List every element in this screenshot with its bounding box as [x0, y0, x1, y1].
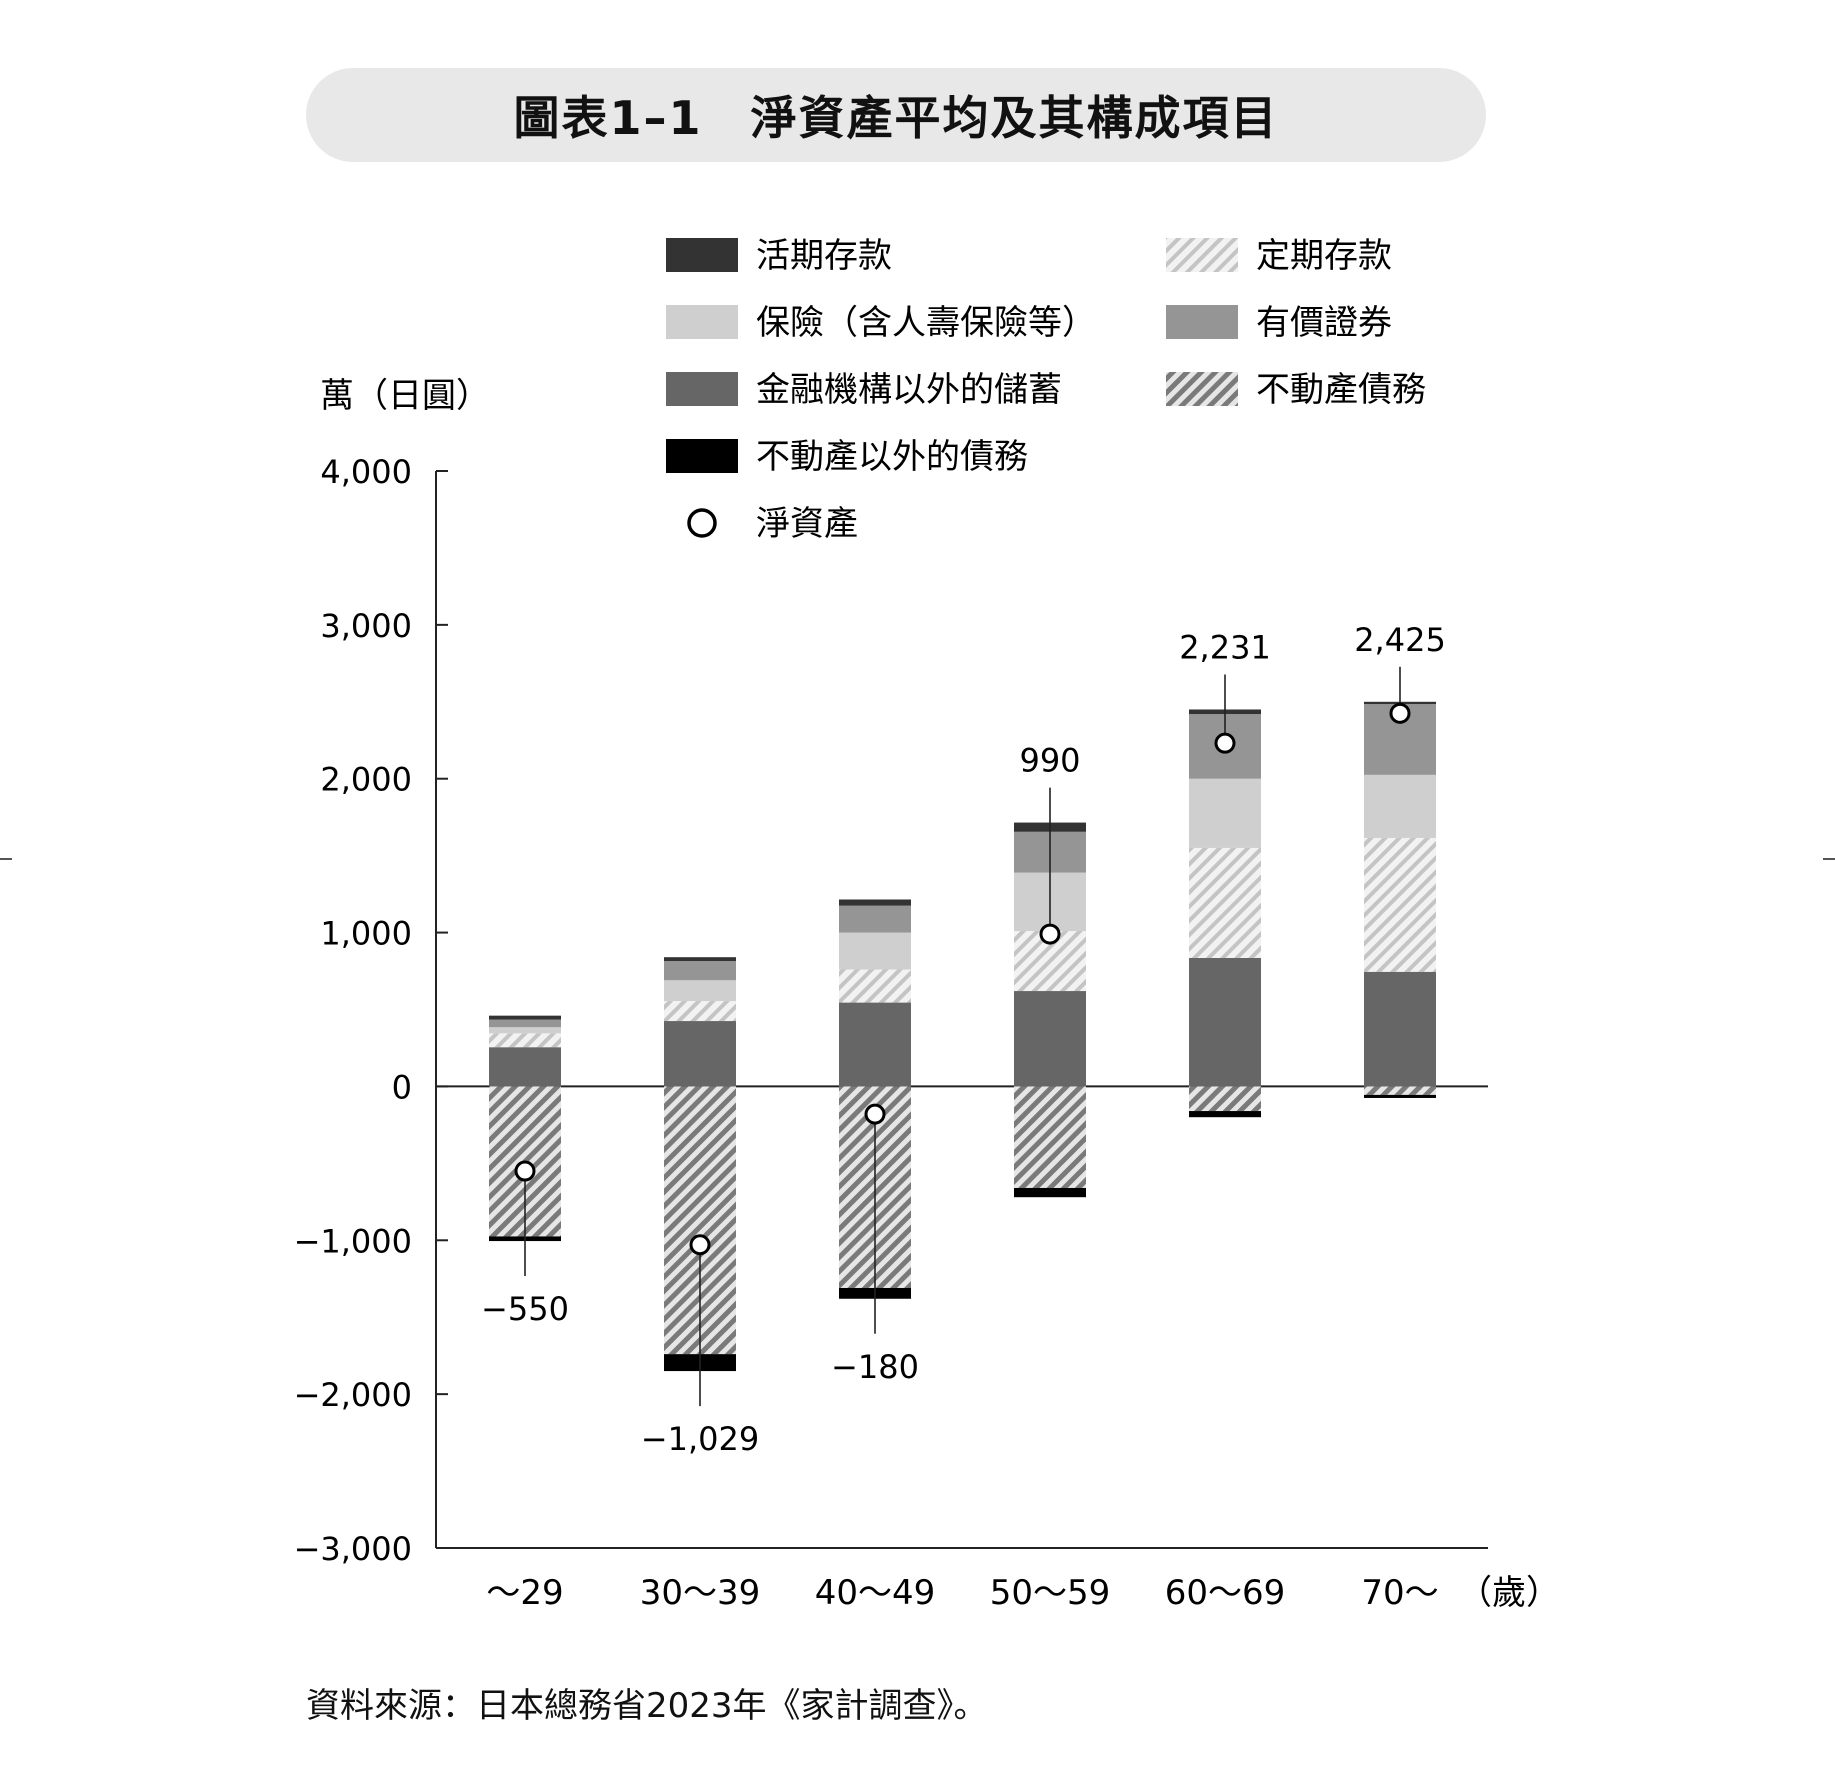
legend-swatch-insurance: [666, 305, 738, 339]
legend-label-insurance: 保險（含人壽保險等）: [756, 303, 1096, 343]
x-tick-label: 60〜69: [1165, 1573, 1286, 1613]
bar-segment-insurance: [664, 980, 736, 1002]
legend-label-securities: 有價證券: [1256, 303, 1392, 343]
legend-swatch-time_deposits: [1166, 238, 1238, 272]
bar-segment-time_deposits: [664, 1001, 736, 1022]
bar-segment-time_deposits: [1189, 847, 1261, 958]
bar-segment-real_estate_debt: [1364, 1086, 1436, 1095]
y-axis-label: 萬（日圓）: [320, 376, 490, 416]
bar-segment-demand_deposits: [839, 899, 911, 906]
right-crop-mark: [1823, 858, 1835, 860]
left-crop-mark: [0, 858, 12, 860]
legend-label-real_estate_debt: 不動產債務: [1256, 370, 1426, 410]
x-tick-label: 40〜49: [815, 1573, 936, 1613]
legend-label-other_savings: 金融機構以外的儲蓄: [756, 370, 1062, 410]
bar-segment-other_savings: [1189, 957, 1261, 1087]
bars: [489, 701, 1436, 1372]
net-asset-point: [1389, 702, 1411, 724]
net-asset-value-label: −1,029: [641, 1420, 759, 1458]
bar-segment-time_deposits: [489, 1033, 561, 1048]
x-axis-unit-label: （歲）: [1458, 1573, 1560, 1613]
net-asset-value-label: 2,231: [1179, 628, 1271, 666]
bar-segment-time_deposits: [1364, 837, 1436, 972]
bar-segment-other_debt: [1189, 1111, 1261, 1118]
chart-title: 圖表1–1 淨資產平均及其構成項目: [513, 91, 1279, 145]
net-asset-value-label: −180: [831, 1348, 919, 1386]
bar-segment-insurance: [839, 932, 911, 970]
net-asset-point: [864, 1103, 886, 1125]
y-tick-label: −2,000: [294, 1376, 412, 1414]
x-tick-label: 70〜: [1361, 1573, 1438, 1613]
net-asset-markers: −550 −1,029 −180 990 2,231 2,425: [481, 621, 1446, 1458]
bar-segment-other_debt: [1014, 1187, 1086, 1198]
bar-segment-time_deposits: [839, 969, 911, 1003]
source-note: 資料來源：日本總務省2023年《家計調查》。: [306, 1686, 988, 1726]
legend-swatch-securities: [1166, 305, 1238, 339]
bar-segment-other_savings: [1364, 971, 1436, 1087]
bar-segment-other_savings: [839, 1002, 911, 1087]
legend-label-time_deposits: 定期存款: [1256, 236, 1392, 276]
net-asset-value-label: 2,425: [1354, 621, 1446, 659]
net-asset-point: [1039, 923, 1061, 945]
legend-label-net-assets: 淨資產: [756, 504, 858, 544]
bar-segment-insurance: [1364, 774, 1436, 838]
y-tick-label: 0: [392, 1068, 412, 1106]
bar-segment-other_savings: [1014, 991, 1086, 1087]
y-tick-label: 4,000: [320, 453, 412, 491]
bar-segment-demand_deposits: [489, 1015, 561, 1020]
net-asset-value-label: 990: [1019, 742, 1080, 780]
chart-title-banner: 圖表1–1 淨資產平均及其構成項目: [306, 68, 1486, 162]
bar-segment-insurance: [489, 1027, 561, 1034]
net-asset-point: [1214, 732, 1236, 754]
y-tick-label: 2,000: [320, 761, 412, 799]
bar-segment-other_debt: [1364, 1094, 1436, 1098]
legend-swatch-other_savings: [666, 372, 738, 406]
y-tick-label: −3,000: [294, 1530, 412, 1568]
net-asset-point: [689, 1234, 711, 1256]
x-tick-label: 〜29: [486, 1573, 563, 1613]
y-tick-label: 3,000: [320, 607, 412, 645]
net-asset-point: [514, 1160, 536, 1182]
legend-swatch-other_debt: [666, 439, 738, 473]
y-tick-label: −1,000: [294, 1222, 412, 1260]
x-tick-label: 30〜39: [640, 1573, 761, 1613]
bar-segment-other_savings: [664, 1021, 736, 1087]
bar-segment-securities: [489, 1019, 561, 1028]
bar-segment-demand_deposits: [664, 957, 736, 962]
legend-label-other_debt: 不動產以外的債務: [756, 437, 1028, 477]
legend-swatch-real_estate_debt: [1166, 372, 1238, 406]
y-tick-label: 1,000: [320, 915, 412, 953]
legend-swatch-net-assets: [687, 508, 717, 538]
x-tick-label: 50〜59: [990, 1573, 1111, 1613]
bar-segment-other_savings: [489, 1047, 561, 1087]
bar-segment-securities: [664, 961, 736, 981]
legend-label-demand_deposits: 活期存款: [756, 236, 892, 276]
axes: 4,000 3,000 2,000 1,000 0 −1,000 −2,000 −3,000 萬…: [294, 376, 1560, 1613]
bar-segment-real_estate_debt: [1014, 1086, 1086, 1188]
bar-segment-securities: [839, 905, 911, 933]
bar-segment-insurance: [1189, 778, 1261, 848]
bar-segment-real_estate_debt: [1189, 1086, 1261, 1112]
net-asset-value-label: −550: [481, 1290, 569, 1328]
legend-swatch-demand_deposits: [666, 238, 738, 272]
